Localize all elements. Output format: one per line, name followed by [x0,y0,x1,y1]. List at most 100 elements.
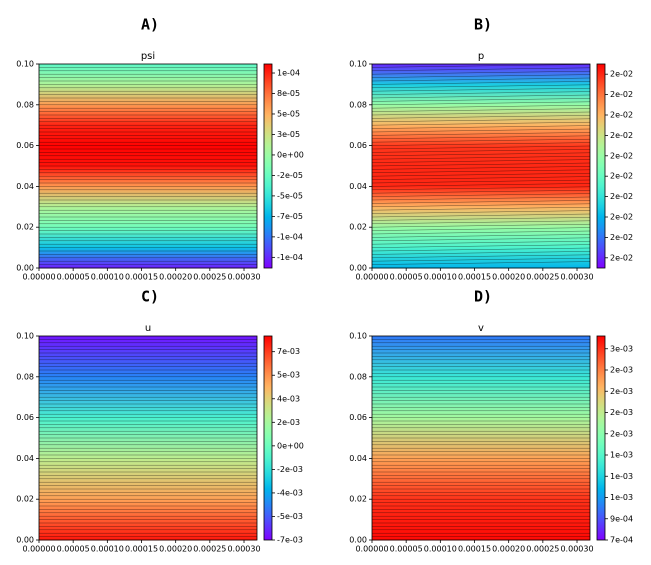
contour-line [371,196,591,201]
field-band [39,336,257,378]
colorbar-tick-label: 2e-02 [610,111,633,120]
field-band [39,125,257,147]
colorbar-tick-label: 2e-02 [610,131,633,140]
contour-line [371,91,591,95]
x-tick-label: 0.00015 [458,545,491,554]
field-band [39,417,257,459]
contour-line [371,88,591,92]
y-tick-label: 0.00 [16,264,34,273]
contour-line [371,210,591,214]
panel-label: A) [141,16,159,34]
field-band [39,104,257,126]
y-tick-label: 0.08 [349,100,367,109]
contour-line [371,105,591,109]
y-tick-label: 0.02 [16,223,34,232]
colorbar-tick-label: 5e-05 [277,109,300,118]
colorbar-tick-label: -5e-03 [277,512,303,521]
contour-line [371,156,591,160]
contour-line [371,115,591,119]
contour-line [371,237,591,241]
colorbar-tick-label: 0e+00 [277,150,304,159]
contour-line [371,254,591,258]
contour-line [371,258,591,262]
contour-line [371,152,591,156]
x-tick-label: 0.00020 [159,273,192,282]
field-band [372,125,590,147]
x-tick-label: 0.00030 [227,545,260,554]
axes-frame [38,335,258,541]
contour-line [371,213,591,218]
x-tick-label: 0.00015 [458,273,491,282]
colorbar-tick-label: -7e-05 [277,212,303,221]
contour-line [371,128,591,133]
panel-label: B) [474,16,492,34]
contour-line [371,74,591,78]
contour-line [371,71,591,75]
field-band [39,166,257,187]
y-tick-label: 0.06 [16,141,34,150]
contour-line [371,142,591,146]
field-band [372,64,590,85]
y-tick-label: 0.10 [16,60,34,69]
contour-line [371,230,591,235]
x-tick-label: 0.00000 [355,273,388,282]
colorbar-tick-label: 0e+00 [277,441,304,450]
contour-line [371,118,591,122]
colorbar-tick-label: 2e-03 [610,408,633,417]
contour-line [371,241,591,245]
colorbar-tick-label: 2e-03 [610,387,633,396]
y-tick-label: 0.04 [349,182,367,191]
contour-line [371,111,591,116]
panel-label: D) [474,288,492,306]
colorbar-tick-label: -2e-03 [277,465,303,474]
x-tick-label: 0.00000 [22,545,55,554]
colorbar-tick-label: 2e-02 [610,233,633,242]
y-tick-label: 0.08 [349,372,367,381]
field-band [39,186,257,208]
contour-line [371,81,591,85]
field-band [372,458,590,500]
y-tick-label: 0.06 [16,413,34,422]
axes-frame [371,63,591,269]
field-band [372,104,590,126]
contour-line [371,217,591,221]
y-tick-label: 0.02 [349,223,367,232]
x-tick-label: 0.00005 [390,273,423,282]
colorbar-tick-label: 8e-05 [277,89,300,98]
field-band [372,247,590,269]
x-tick-label: 0.00000 [355,545,388,554]
colorbar-tick-label: 1e-04 [277,69,300,78]
colorbar-tick-label: -5e-05 [277,191,303,200]
y-tick-label: 0.10 [349,332,367,341]
contour-line [371,186,591,190]
field-band [372,417,590,459]
field-band [372,145,590,167]
x-tick-label: 0.00005 [57,273,90,282]
field-band [39,145,257,167]
y-tick-label: 0.10 [349,60,367,69]
contour-line [371,251,591,255]
colorbar-tick-label: -4e-03 [277,488,303,497]
contour-line [371,84,591,88]
field-band [39,247,257,269]
field-band [372,84,590,106]
colorbar [263,63,273,269]
x-tick-label: 0.00000 [22,273,55,282]
field-band [372,166,590,187]
contour-line [371,169,591,173]
contour-line [371,145,591,150]
field-band [372,206,590,228]
x-tick-label: 0.00025 [193,273,226,282]
contour-line [371,108,591,112]
colorbar-tick-label: 3e-05 [277,130,300,139]
y-tick-label: 0.04 [16,182,34,191]
y-tick-label: 0.04 [349,454,367,463]
x-tick-label: 0.00025 [526,545,559,554]
x-tick-label: 0.00025 [526,273,559,282]
colorbar [596,63,606,269]
field-band [39,458,257,500]
y-tick-label: 0.06 [349,141,367,150]
x-tick-label: 0.00025 [193,545,226,554]
colorbar-tick-label: 2e-03 [610,366,633,375]
colorbar-tick-label: 1e-03 [610,493,633,502]
